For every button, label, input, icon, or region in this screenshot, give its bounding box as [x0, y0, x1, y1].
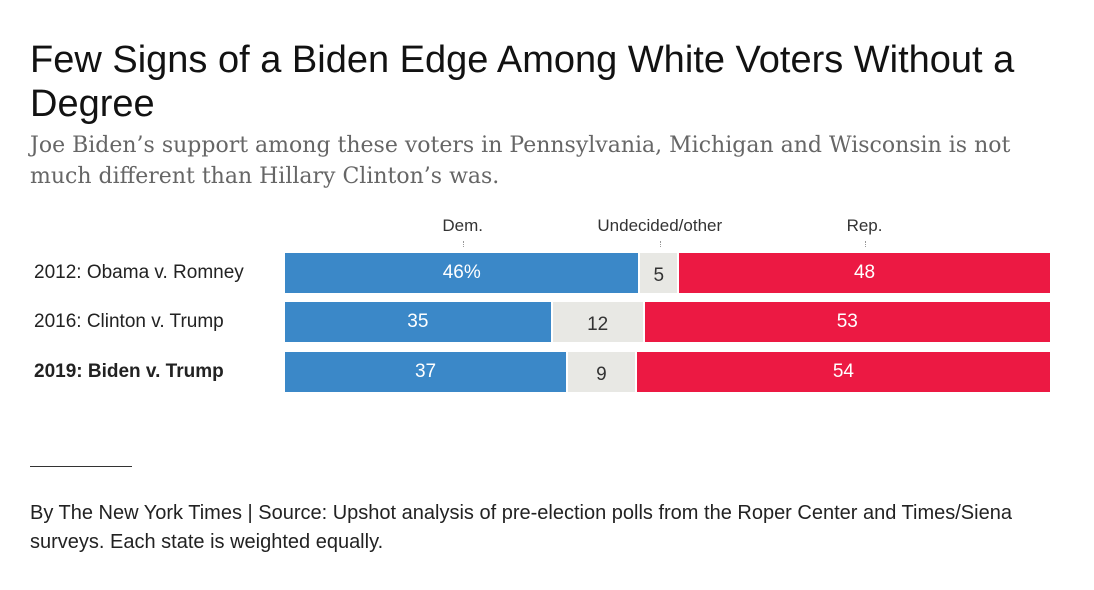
data-label: 5 [653, 265, 665, 286]
data-label: 48 [853, 262, 876, 283]
row-label: 2019: Biden v. Trump [34, 361, 224, 382]
column-header-dem: Dem. [442, 216, 484, 235]
chart-title: Few Signs of a Biden Edge Among White Vo… [30, 39, 1015, 125]
source-note: By The New York Times | Source: Upshot a… [30, 502, 1012, 553]
data-label: 37 [414, 361, 437, 382]
column-header-undecided-other: Undecided/other [597, 216, 723, 235]
row-label: 2012: Obama v. Romney [34, 262, 244, 283]
footer-divider [30, 466, 132, 467]
bar-rep-2: 54 [636, 352, 1050, 392]
column-tick [462, 241, 465, 247]
bar-rep-1: 53 [644, 302, 1050, 342]
data-label: 46% [442, 262, 481, 283]
bar-undecided-other-1: 12 [552, 302, 643, 342]
data-label: 54 [832, 361, 854, 382]
column-header-rep: Rep. [846, 216, 883, 235]
bar-dem-2: 37 [285, 352, 567, 392]
row-label: 2016: Clinton v. Trump [34, 311, 224, 332]
data-label: 9 [596, 364, 607, 385]
data-label: 53 [836, 311, 858, 332]
data-label: 12 [587, 314, 609, 335]
bar-undecided-other-0: 5 [640, 253, 678, 293]
bar-rep-0: 48 [679, 253, 1050, 293]
bar-undecided-other-2: 9 [568, 352, 635, 392]
column-tick [864, 241, 867, 247]
bar-dem-1: 35 [285, 302, 551, 342]
data-label: 35 [407, 311, 429, 332]
chart-subtitle: Joe Biden’s support among these voters i… [30, 133, 1011, 189]
bar-dem-0: 46% [285, 253, 639, 293]
column-tick [659, 241, 662, 247]
